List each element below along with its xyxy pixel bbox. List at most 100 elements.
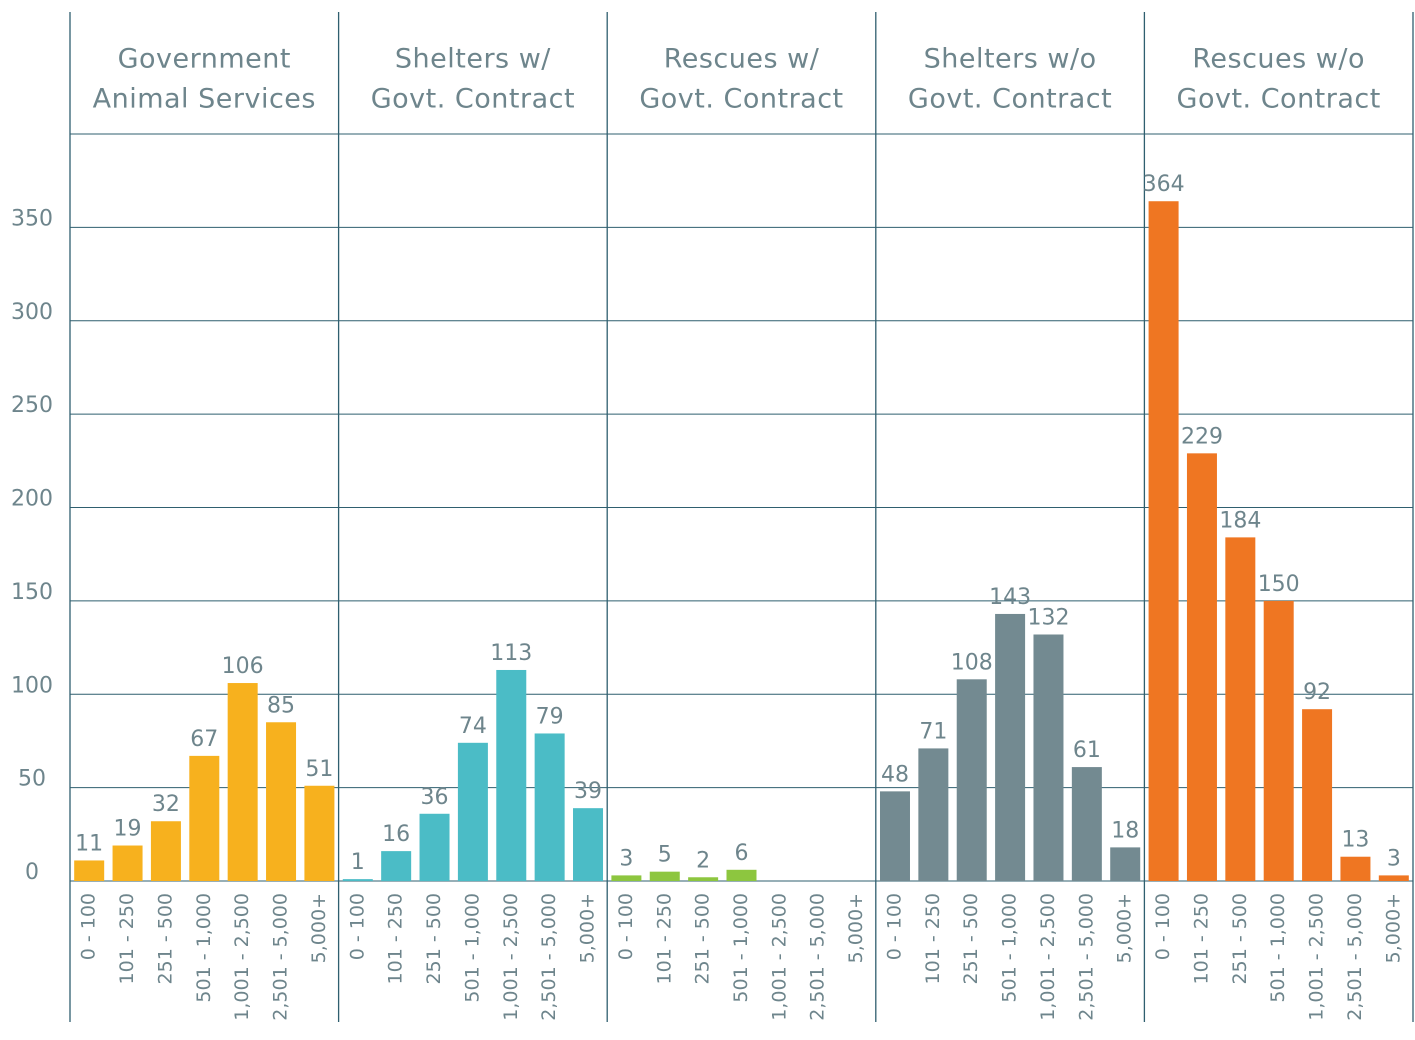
bar	[956, 679, 987, 881]
value-label: 51	[305, 757, 333, 782]
value-label: 11	[75, 831, 103, 856]
bar	[112, 845, 143, 881]
value-label: 5	[658, 843, 672, 868]
bar	[1186, 453, 1217, 881]
value-label: 3	[1387, 846, 1401, 871]
x-tick-label: 2,501 - 5,000	[270, 893, 292, 1021]
bar	[995, 613, 1026, 881]
x-tick-label: 5,000+	[1114, 893, 1136, 963]
value-label: 132	[1027, 605, 1069, 630]
x-tick-label: 5,000+	[1382, 893, 1404, 963]
value-label: 108	[951, 650, 993, 675]
value-label: 61	[1073, 738, 1101, 763]
panel-title: Rescues w/o	[1192, 44, 1365, 75]
x-tick-label: 0 - 100	[346, 893, 368, 960]
bar	[189, 755, 220, 881]
bar	[457, 742, 488, 881]
x-tick-label: 251 - 500	[692, 893, 714, 984]
bar	[266, 722, 297, 881]
y-tick-label: 200	[11, 487, 53, 512]
value-label: 16	[382, 822, 410, 847]
bar	[1302, 709, 1333, 881]
x-tick-label: 0 - 100	[883, 893, 905, 960]
x-tick-label: 101 - 250	[653, 893, 675, 984]
value-label: 184	[1219, 508, 1261, 533]
panel-title: Govt. Contract	[639, 84, 843, 115]
bar	[381, 851, 412, 881]
x-tick-label: 0 - 100	[615, 893, 637, 960]
value-label: 36	[421, 785, 449, 810]
value-label: 74	[459, 714, 487, 739]
value-label: 106	[222, 654, 264, 679]
x-tick-label: 0 - 100	[78, 893, 100, 960]
x-tick-label: 251 - 500	[154, 893, 176, 984]
x-tick-label: 5,000+	[845, 893, 867, 963]
y-tick-label: 50	[18, 767, 46, 792]
bar	[227, 683, 258, 881]
panel-title: Shelters w/o	[924, 44, 1097, 75]
x-tick-label: 2,501 - 5,000	[538, 893, 560, 1021]
value-label: 364	[1143, 172, 1185, 197]
bar	[150, 821, 181, 881]
x-tick-label: 1,001 - 2,500	[768, 893, 790, 1021]
bar	[879, 791, 910, 881]
x-tick-label: 251 - 500	[960, 893, 982, 984]
bar	[1148, 201, 1179, 882]
x-tick-label: 501 - 1,000	[1267, 893, 1289, 1003]
bar	[726, 869, 757, 881]
value-label: 150	[1258, 572, 1300, 597]
x-tick-label: 2,501 - 5,000	[1344, 893, 1366, 1021]
value-label: 85	[267, 693, 295, 718]
value-label: 92	[1303, 680, 1331, 705]
value-label: 6	[735, 841, 749, 866]
y-tick-label: 300	[11, 300, 53, 325]
value-label: 13	[1341, 828, 1369, 853]
bar	[1033, 634, 1064, 881]
x-tick-label: 2,501 - 5,000	[1075, 893, 1097, 1021]
value-label: 32	[152, 792, 180, 817]
panel-title: Rescues w/	[664, 44, 820, 75]
y-tick-label: 250	[11, 393, 53, 418]
value-label: 3	[619, 846, 633, 871]
value-label: 113	[490, 641, 532, 666]
x-tick-label: 101 - 250	[385, 893, 407, 984]
panel-title: Shelters w/	[395, 44, 551, 75]
x-tick-label: 5,000+	[308, 893, 330, 963]
value-label: 143	[989, 585, 1031, 610]
value-label: 18	[1111, 818, 1139, 843]
x-tick-label: 101 - 250	[1190, 893, 1212, 984]
x-tick-label: 501 - 1,000	[999, 893, 1021, 1003]
value-label: 48	[881, 762, 909, 787]
bar	[1263, 600, 1294, 881]
x-tick-label: 2,501 - 5,000	[807, 893, 829, 1021]
value-label: 1	[351, 850, 365, 875]
y-tick-label: 350	[11, 206, 53, 231]
x-tick-label: 1,001 - 2,500	[500, 893, 522, 1021]
bar	[573, 808, 604, 881]
value-label: 229	[1181, 424, 1223, 449]
bar	[342, 879, 373, 881]
x-tick-label: 1,001 - 2,500	[1037, 893, 1059, 1021]
bar	[649, 871, 680, 881]
bar	[496, 669, 527, 881]
value-label: 79	[536, 704, 564, 729]
bar	[1340, 856, 1371, 881]
x-tick-label: 251 - 500	[423, 893, 445, 984]
bar	[1225, 537, 1256, 881]
panel-title: Govt. Contract	[908, 84, 1112, 115]
x-tick-label: 101 - 250	[922, 893, 944, 984]
value-label: 2	[696, 848, 710, 873]
bar	[304, 785, 335, 881]
panel-title: Govt. Contract	[371, 84, 575, 115]
value-label: 19	[114, 817, 142, 842]
value-label: 67	[190, 727, 218, 752]
x-tick-label: 501 - 1,000	[193, 893, 215, 1003]
x-tick-label: 1,001 - 2,500	[231, 893, 253, 1021]
y-tick-label: 150	[11, 580, 53, 605]
bar	[918, 748, 949, 881]
bar	[688, 877, 719, 881]
bar	[1110, 847, 1141, 881]
value-label: 39	[574, 779, 602, 804]
y-tick-label: 100	[11, 673, 53, 698]
